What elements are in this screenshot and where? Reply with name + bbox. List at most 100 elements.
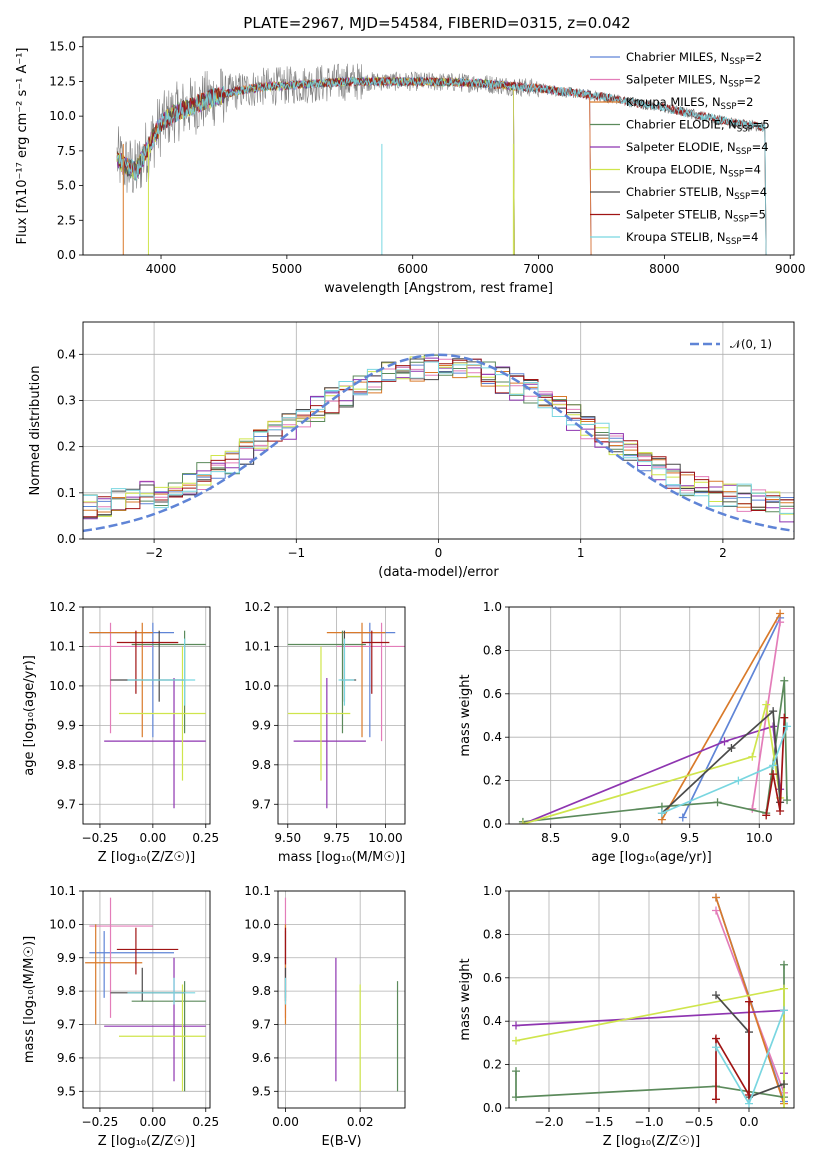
spectrum-xlabel: wavelength [Angstrom, rest frame] (324, 281, 553, 296)
weight-vs-Z-ytick-label-2: 0.4 (483, 1014, 502, 1028)
weight-vs-age-ytick-label-4: 0.8 (483, 643, 502, 657)
weight-vs-age-marker-3-2 (713, 798, 722, 807)
weight-vs-age-marker-3-5 (783, 796, 792, 805)
weight-vs-Z-marker-8-2 (780, 1006, 788, 1015)
weight-vs-Z-xtick-label-2: −1.0 (634, 1115, 663, 1129)
weight-vs-age-line-1 (751, 622, 781, 809)
hist-legend-label: 𝒩(0, 1) (730, 337, 772, 351)
mass-vs-Z-ytick-label-4: 9.9 (57, 951, 76, 965)
weight-vs-age-line-2 (661, 613, 781, 821)
mass-vs-Z-frame (82, 890, 211, 1109)
age-vs-mass-points (287, 622, 405, 809)
weight-vs-age-ytick-label-3: 0.6 (483, 687, 502, 701)
age-vs-mass-xtick-label-2: 10.00 (368, 831, 402, 845)
mass-vs-Z-ytick-label-3: 9.8 (57, 984, 76, 998)
figure-title: PLATE=2967, MJD=54584, FIBERID=0315, z=0… (243, 14, 630, 32)
mass-vs-ebv-ytick-label-0: 9.5 (252, 1084, 271, 1098)
legend-label-1: Salpeter MILES, NSSP=2 (626, 73, 761, 90)
mass-vs-Z-xtick-label-1: 0.00 (139, 1115, 166, 1129)
age-vs-mass-ytick-label-4: 10.1 (244, 639, 271, 653)
weight-vs-age-marker-5-2 (762, 700, 771, 709)
weight-vs-Z-marker-8-0 (712, 1043, 720, 1052)
residual-hist-xtick-label-0: −2 (145, 546, 163, 560)
weight-vs-Z-xlabel: Z [log₁₀(Z/Z☉)] (603, 1134, 700, 1149)
mass-vs-ebv-ytick-label-2: 9.7 (252, 1018, 271, 1032)
weight-vs-age-xtick-label-2: 9.5 (680, 831, 699, 845)
spectrum-ytick-label-0: 0.0 (57, 248, 76, 262)
residual-hist-xtick-label-3: 1 (577, 546, 585, 560)
weight-vs-age-ytick-label-2: 0.4 (483, 730, 502, 744)
spectrum-ytick-label-2: 5.0 (57, 179, 76, 193)
mass-vs-ebv-frame (277, 890, 406, 1109)
spectrum-xtick-label-1: 5000 (272, 262, 303, 276)
weight-vs-Z-marker-3-1 (512, 1093, 520, 1102)
age-vs-Z-ytick-label-0: 9.7 (57, 797, 76, 811)
weight-vs-age-marker-8-0 (657, 809, 666, 818)
age-vs-Z-xtick-label-1: 0.00 (139, 831, 166, 845)
hist-normal-curve (83, 353, 794, 533)
residual-hist-xlabel: (data-model)/error (378, 565, 499, 580)
age-vs-Z-xlabel: Z [log₁₀(Z/Z☉)] (98, 850, 195, 865)
spectrum-model-kroupa-miles (116, 76, 592, 255)
weight-vs-Z-marker-7-3 (745, 997, 753, 1006)
age-vs-Z-axes: −0.25 0.00 0.25 9.7 9.8 9.9 10.0 10.1 10.2 Z [log… (22, 600, 219, 865)
age-vs-Z-ytick-label-1: 9.8 (57, 758, 76, 772)
age-vs-mass-xlabel: mass [log₁₀(M/M☉)] (278, 850, 405, 865)
weight-vs-Z-xtick-label-1: −1.5 (584, 1115, 613, 1129)
weight-vs-age-xtick-label-0: 8.5 (541, 831, 560, 845)
spectrum-xtick-label-0: 4000 (146, 262, 177, 276)
residual-hist-ytick-label-2: 0.2 (57, 440, 76, 454)
age-vs-Z-ytick-label-4: 10.1 (49, 639, 76, 653)
spectrum-axes: 4000 5000 6000 7000 8000 9000 0.0 2.5 5.0 7.5 10.0… (15, 40, 805, 296)
mass-vs-Z-points (85, 897, 206, 1092)
age-vs-mass-xtick-label-1: 9.75 (323, 831, 350, 845)
weight-vs-Z-marker-3-0 (512, 1067, 520, 1076)
weight-vs-age-ylabel: mass weight (458, 674, 473, 756)
weight-vs-Z-ytick-label-4: 0.8 (483, 927, 502, 941)
spectrum-frame (82, 36, 795, 256)
residual-hist-xtick-label-1: −1 (287, 546, 305, 560)
weight-vs-age-ytick-label-5: 1.0 (483, 600, 502, 614)
mass-vs-Z-xtick-label-2: 0.25 (192, 1115, 219, 1129)
weight-vs-Z-line-7 (715, 1001, 750, 1100)
hist-lines (83, 353, 794, 539)
age-vs-Z-ytick-label-2: 9.9 (57, 718, 76, 732)
spectrum-ytick-label-5: 12.5 (49, 74, 76, 88)
weight-vs-Z-ytick-label-5: 1.0 (483, 884, 502, 898)
weight-vs-age-marker-2-1 (776, 609, 785, 618)
weight-vs-age-marker-5-1 (748, 752, 757, 761)
residual-hist-ytick-label-4: 0.4 (57, 347, 76, 361)
weight-vs-Z-axes: −2.0 −1.5 −1.0 −0.5 0.0 0.0 0.2 0.4 0.6 0.8 1.0 Z [… (458, 884, 794, 1149)
weight-vs-age-marker-4-2 (769, 722, 778, 731)
mass-vs-Z-xtick-label-0: −0.25 (82, 1115, 119, 1129)
mass-vs-Z-ytick-label-6: 10.1 (49, 884, 76, 898)
weight-vs-age-line-6 (661, 709, 781, 814)
residual-hist-axes: −2 −1 0 1 2 0.0 0.1 0.2 0.3 0.4 (data-model)/error… (28, 322, 794, 580)
spectrum-ytick-label-1: 2.5 (57, 213, 76, 227)
weight-vs-age-marker-7-1 (769, 770, 778, 779)
weight-vs-Z-marker-4-0 (512, 1021, 520, 1030)
weight-vs-age-marker-0-0 (678, 813, 687, 822)
weight-vs-age-marker-5-0 (518, 820, 527, 824)
weight-vs-Z-ytick-label-3: 0.6 (483, 971, 502, 985)
mass-vs-Z-axes: −0.25 0.00 0.25 9.5 9.6 9.7 9.8 9.9 10.0 10.1 Z [l… (22, 884, 219, 1149)
weight-vs-age-marker-7-3 (780, 713, 789, 722)
mass-vs-Z-ytick-label-1: 9.6 (57, 1051, 76, 1065)
residual-hist-frame (82, 321, 795, 540)
mass-vs-ebv-axes: 0.00 0.02 9.5 9.6 9.7 9.8 9.9 10.0 10.1 E(B-V) (244, 884, 405, 1149)
legend-label-7: Salpeter STELIB, NSSP=5 (626, 208, 766, 225)
weight-vs-Z-series (512, 893, 788, 1108)
weight-vs-age-line-8 (661, 726, 788, 814)
weight-vs-age-xlabel: age [log₁₀(age/yr)] (591, 850, 712, 865)
weight-vs-age-marker-3-4 (780, 676, 789, 685)
weight-vs-age-xtick-label-1: 9.0 (611, 831, 630, 845)
weight-vs-Z-marker-2-0 (712, 893, 720, 902)
weight-vs-Z-ytick-label-1: 0.2 (483, 1058, 502, 1072)
mass-vs-ebv-ytick-label-6: 10.1 (244, 884, 271, 898)
weight-vs-Z-xtick-label-4: 0.0 (739, 1115, 758, 1129)
weight-vs-Z-marker-6-3 (780, 1080, 788, 1089)
residual-hist-ylabel: Normed distribution (28, 366, 43, 496)
weight-vs-Z-ytick-label-0: 0.0 (483, 1101, 502, 1115)
legend-label-4: Salpeter ELODIE, NSSP=4 (626, 140, 769, 157)
mass-vs-Z-xlabel: Z [log₁₀(Z/Z☉)] (98, 1134, 195, 1149)
